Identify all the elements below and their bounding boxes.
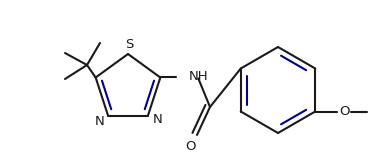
Text: O: O [186, 140, 196, 152]
Text: O: O [339, 105, 350, 118]
Text: NH: NH [188, 70, 208, 83]
Text: N: N [153, 113, 163, 126]
Text: N: N [95, 115, 105, 128]
Text: S: S [125, 38, 133, 51]
